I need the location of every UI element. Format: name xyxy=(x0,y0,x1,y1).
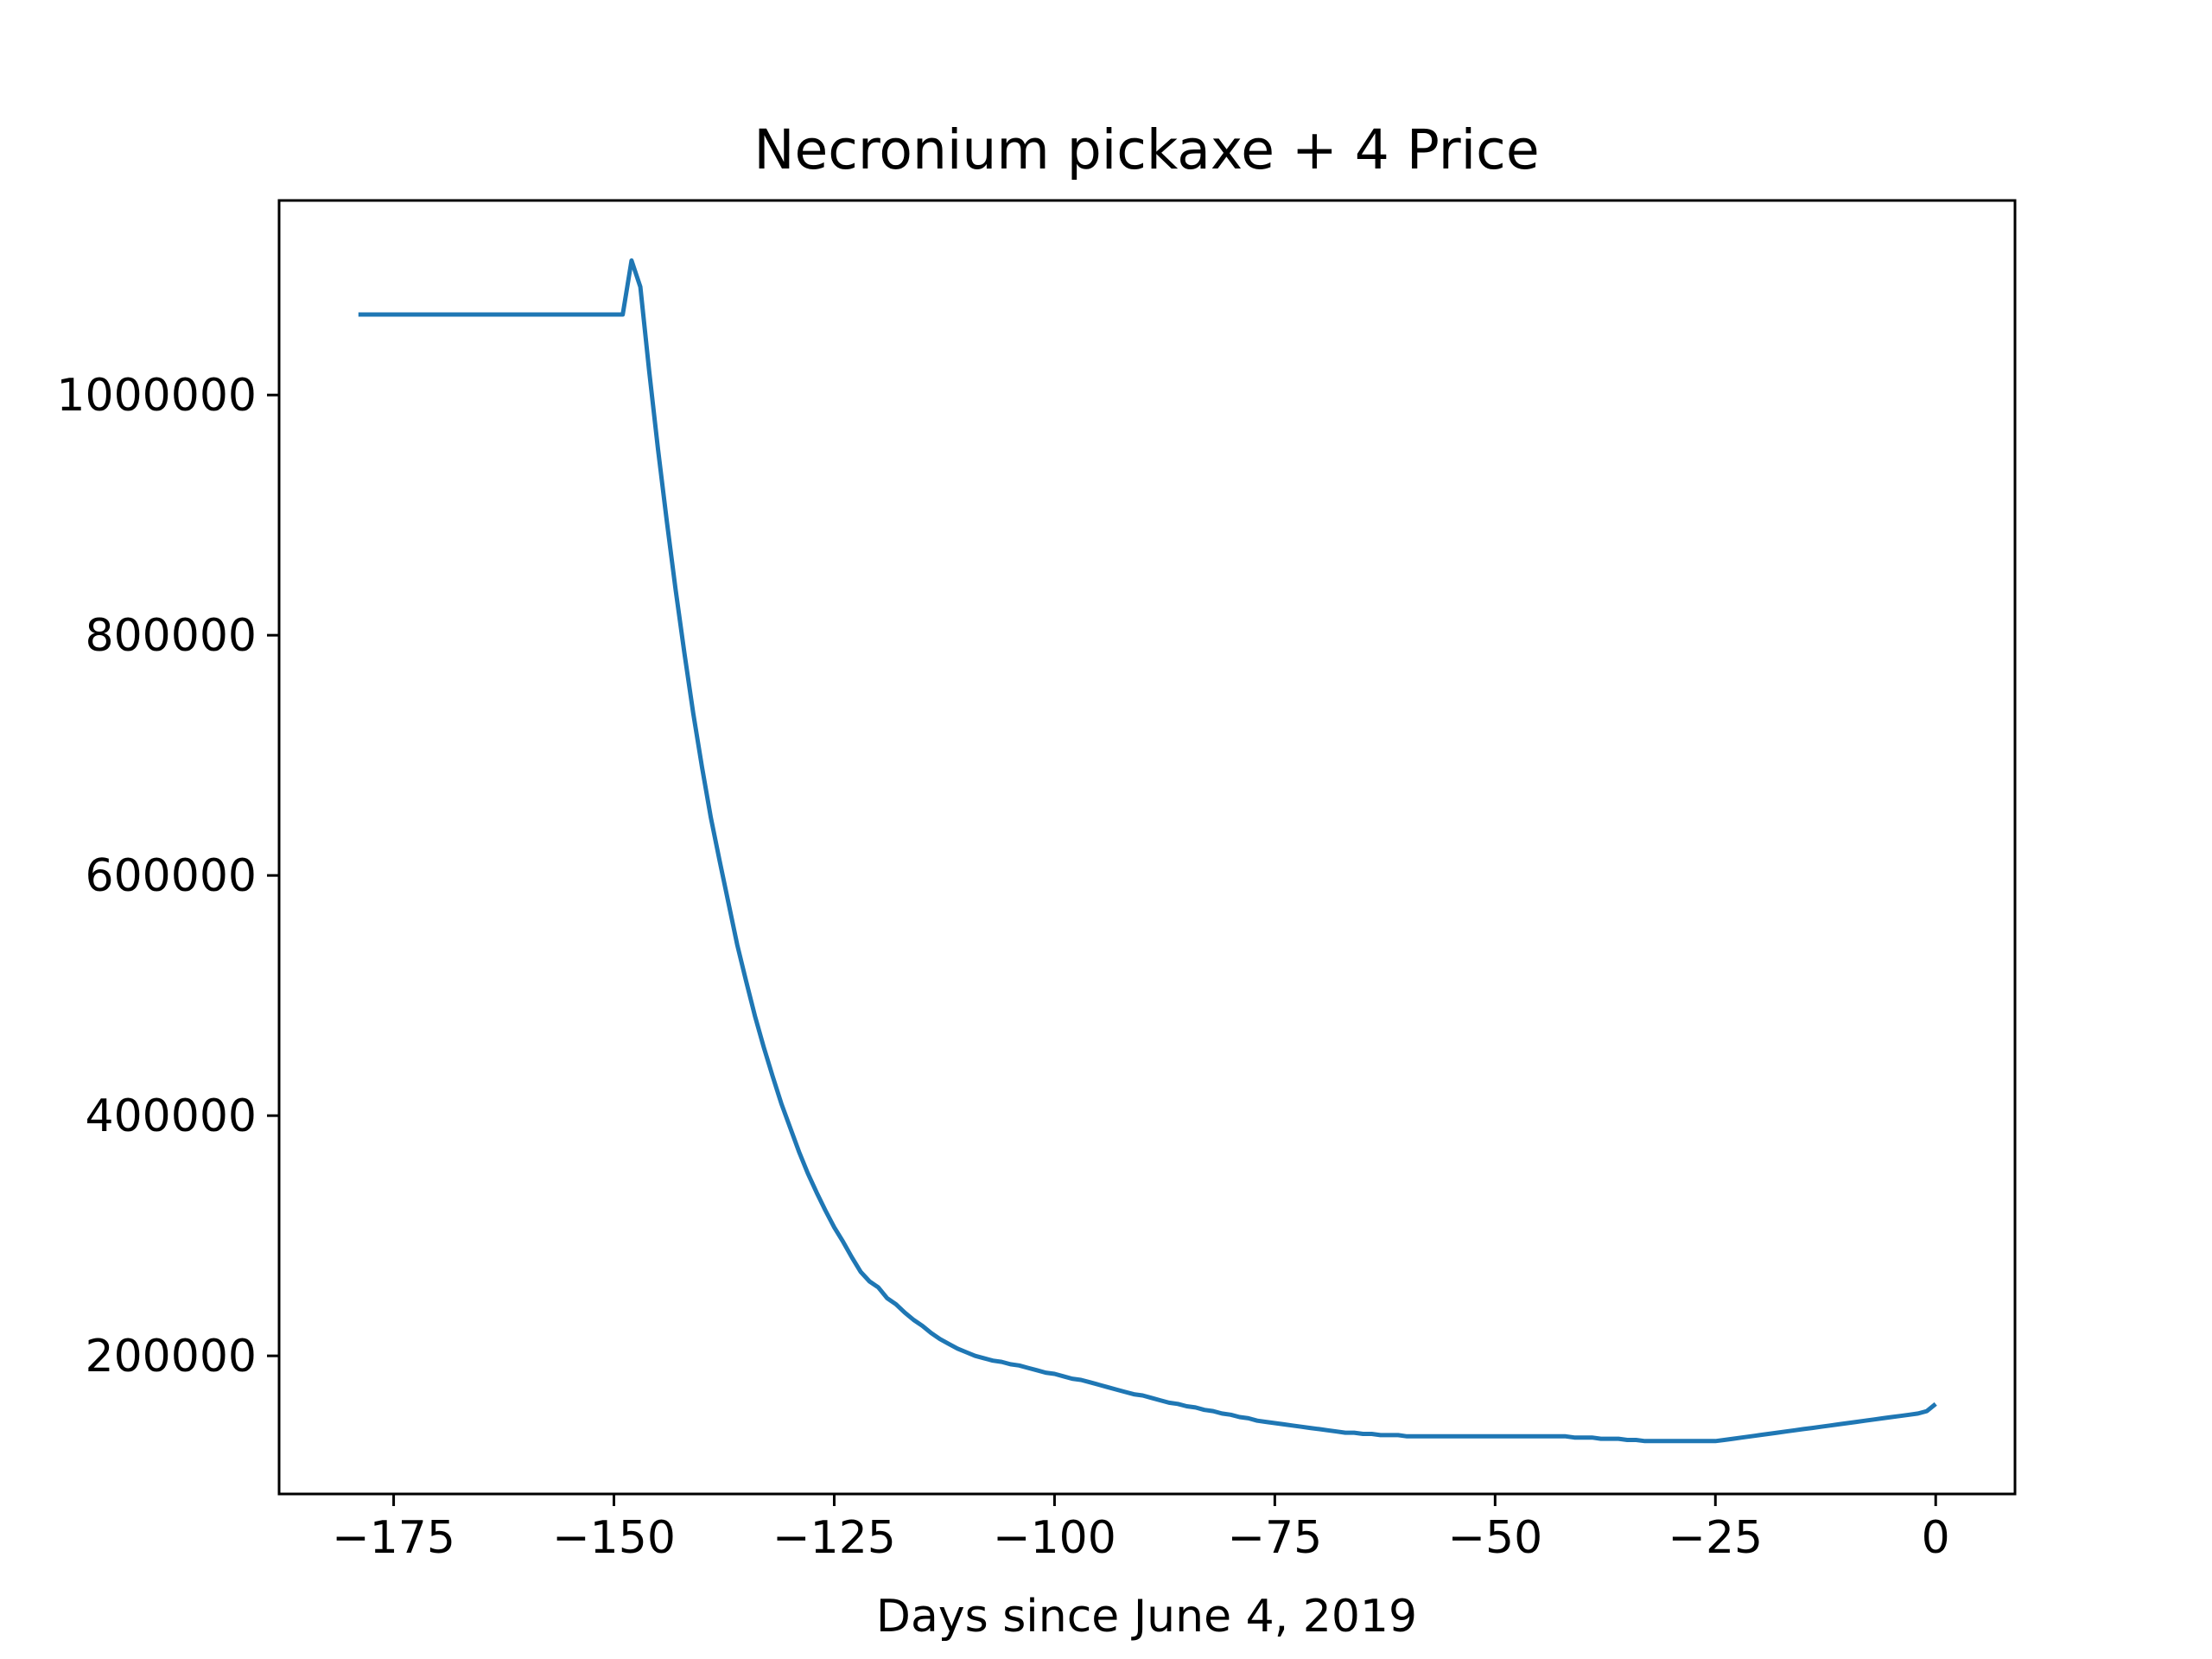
x-tick-label: −125 xyxy=(772,1512,896,1564)
y-axis: 200000 400000 600000 800000 1000000 xyxy=(56,370,279,1382)
x-axis-label: Days since June 4, 2019 xyxy=(876,1591,1417,1643)
y-tick-label: 400000 xyxy=(85,1090,257,1142)
x-tick-label: −175 xyxy=(332,1512,455,1564)
x-tick-label: 0 xyxy=(1922,1512,1950,1564)
y-tick-label: 800000 xyxy=(85,610,257,662)
y-tick-label: 200000 xyxy=(85,1331,257,1382)
chart-title: Necronium pickaxe + 4 Price xyxy=(753,118,1539,181)
x-tick-label: −25 xyxy=(1668,1512,1763,1564)
x-tick-label: −50 xyxy=(1447,1512,1542,1564)
plot-frame xyxy=(277,199,2017,1496)
y-tick-label: 600000 xyxy=(85,850,257,902)
y-tick-label: 1000000 xyxy=(56,370,257,422)
x-tick-label: −150 xyxy=(552,1512,676,1564)
plot-area xyxy=(358,258,1937,1444)
x-tick-label: −75 xyxy=(1227,1512,1322,1564)
x-tick-label: −100 xyxy=(993,1512,1116,1564)
x-axis: −175 −150 −125 −100 −75 −50 −25 0 xyxy=(332,1494,1950,1564)
price-series-line xyxy=(358,258,1937,1444)
